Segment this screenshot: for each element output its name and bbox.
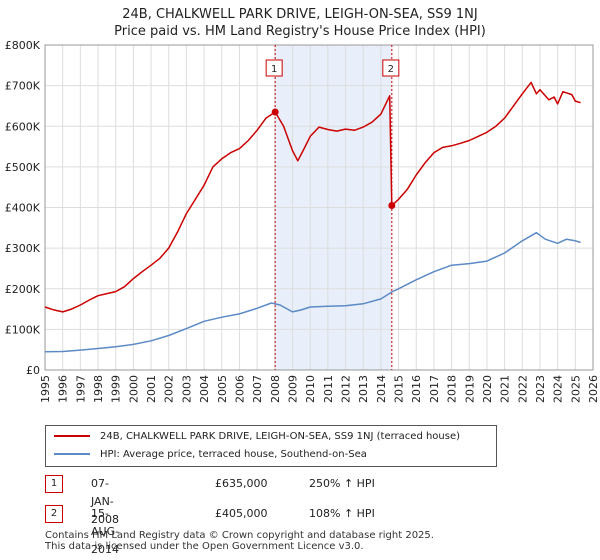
x-tick-label: 1997	[74, 375, 87, 403]
sale-price-2: £405,000	[215, 507, 268, 520]
sale-date-1: 07-JAN-2008	[91, 477, 119, 526]
sale-hpi-2: 108% ↑ HPI	[309, 507, 375, 520]
y-tick-label: £500K	[5, 161, 41, 174]
x-tick-label: 1999	[110, 375, 123, 403]
x-tick-label: 2007	[251, 375, 264, 403]
y-tick-label: £300K	[5, 242, 41, 255]
price-chart: £0 £100K £200K £300K £400K £500K £600K £700K £80…	[5, 39, 600, 403]
y-tick-label: £100K	[5, 323, 41, 336]
y-tick-label: £200K	[5, 283, 41, 296]
x-tick-label: 2025	[569, 375, 582, 403]
footer-line-2: This data is licensed under the Open Gov…	[45, 541, 364, 552]
x-tick-label: 2022	[516, 375, 529, 403]
x-tick-label: 2009	[286, 375, 299, 403]
legend-swatch-hpi	[54, 453, 90, 455]
y-tick-label: £700K	[5, 80, 41, 93]
y-tick-label: £400K	[5, 202, 41, 215]
x-tick-label: 2020	[481, 375, 494, 403]
x-tick-label: 2017	[428, 375, 441, 403]
sale-point-2	[388, 201, 396, 209]
x-tick-label: 1996	[57, 375, 70, 403]
legend: 24B, CHALKWELL PARK DRIVE, LEIGH-ON-SEA,…	[45, 425, 497, 467]
x-tick-label: 2008	[269, 375, 282, 403]
sale-hpi-1: 250% ↑ HPI	[309, 477, 375, 490]
sale-label-box-1	[265, 59, 283, 77]
x-tick-label: 2006	[233, 375, 246, 403]
sale-point-1	[271, 108, 279, 116]
y-tick-label: £800K	[5, 39, 41, 52]
sale-price-1: £635,000	[215, 477, 268, 490]
x-tick-label: 2010	[304, 375, 317, 403]
title-line-2: Price paid vs. HM Land Registry's House …	[114, 24, 486, 39]
legend-label-price: 24B, CHALKWELL PARK DRIVE, LEIGH-ON-SEA,…	[100, 431, 461, 442]
x-tick-label: 2000	[127, 375, 140, 403]
price-paid-line	[44, 81, 581, 313]
hpi-line	[44, 231, 581, 353]
x-tick-label: 2026	[587, 375, 600, 403]
legend-label-hpi: HPI: Average price, terraced house, Sout…	[100, 449, 367, 460]
legend-entry-price: 24B, CHALKWELL PARK DRIVE, LEIGH-ON-SEA,…	[54, 428, 460, 446]
title-line-1: 24B, CHALKWELL PARK DRIVE, LEIGH-ON-SEA,…	[122, 7, 478, 22]
x-tick-label: 2013	[357, 375, 370, 403]
x-tick-label: 2018	[446, 375, 459, 403]
x-tick-label: 1995	[39, 375, 52, 403]
x-tick-label: 2024	[552, 375, 565, 403]
sale-label-box-2	[382, 59, 400, 77]
footer-line-1: Contains HM Land Registry data © Crown c…	[45, 530, 434, 541]
x-tick-label: 2014	[375, 375, 388, 403]
x-tick-label: 2023	[534, 375, 547, 403]
chart-title: 24B, CHALKWELL PARK DRIVE, LEIGH-ON-SEA,…	[0, 6, 600, 40]
x-tick-label: 2015	[393, 375, 406, 403]
x-tick-label: 1998	[92, 375, 105, 403]
plot-frame	[44, 44, 594, 371]
x-tick-label: 2011	[322, 375, 335, 403]
sale-date-2: 15-AUG-2014	[91, 507, 120, 556]
y-tick-label: £0	[26, 364, 40, 377]
legend-swatch-price	[54, 435, 90, 437]
x-tick-label: 2005	[216, 375, 229, 403]
x-tick-label: 2004	[198, 375, 211, 403]
sale-badge-1: 1	[45, 475, 63, 493]
x-tick-label: 2003	[180, 375, 193, 403]
y-tick-label: £600K	[5, 120, 41, 133]
legend-entry-hpi: HPI: Average price, terraced house, Sout…	[54, 446, 367, 464]
x-tick-label: 2021	[499, 375, 512, 403]
sale-badge-2: 2	[45, 505, 63, 523]
sale-label-2: 2	[388, 64, 394, 75]
sale-label-1: 1	[271, 64, 277, 75]
footer: Contains HM Land Registry data © Crown c…	[45, 530, 434, 552]
x-tick-label: 2012	[340, 375, 353, 403]
x-tick-label: 2016	[410, 375, 423, 403]
x-tick-label: 2001	[145, 375, 158, 403]
x-tick-label: 2019	[463, 375, 476, 403]
x-tick-label: 2002	[163, 375, 176, 403]
